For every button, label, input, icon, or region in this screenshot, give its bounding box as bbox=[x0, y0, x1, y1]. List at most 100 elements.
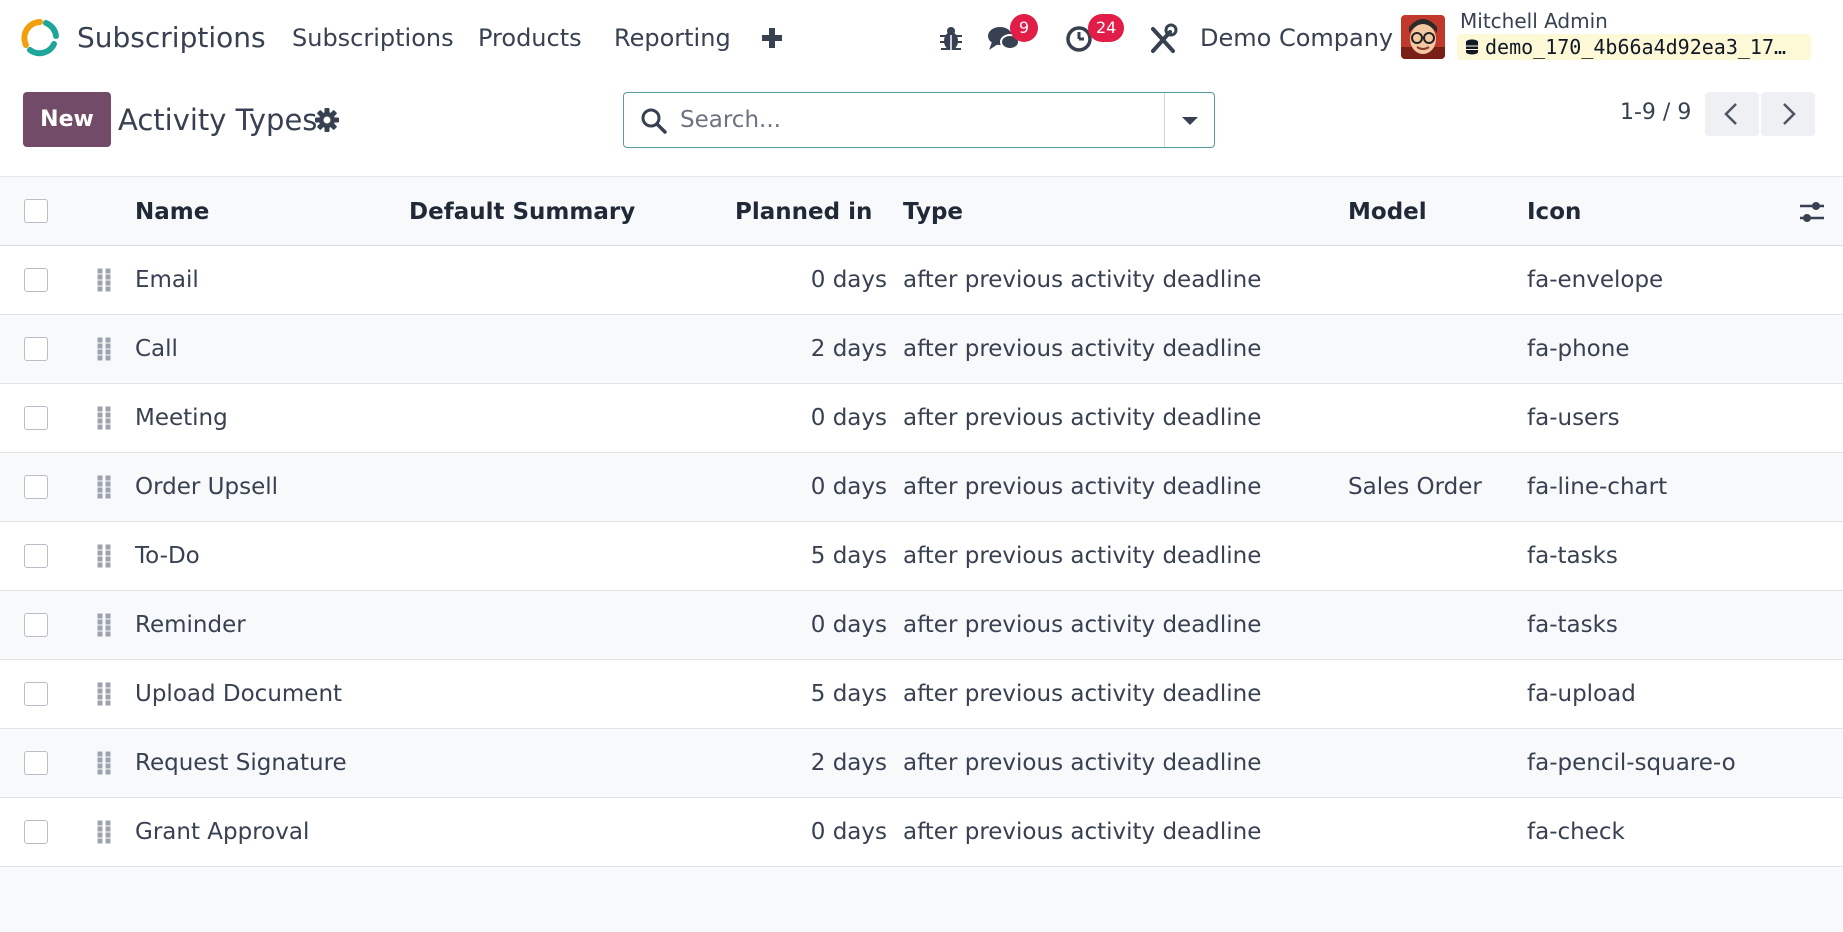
row-checkbox[interactable] bbox=[24, 613, 48, 637]
cell-name: Email bbox=[135, 267, 199, 293]
pager-next-button[interactable] bbox=[1761, 92, 1815, 136]
table-row[interactable]: Order Upsell 0 days after previous activit… bbox=[0, 453, 1843, 522]
cell-planned-in: 2 days bbox=[810, 336, 887, 362]
drag-handle-icon[interactable] bbox=[97, 613, 111, 637]
table-row[interactable]: Grant Approval 0 days after previous activ… bbox=[0, 798, 1843, 867]
new-button[interactable]: New bbox=[23, 92, 111, 147]
row-checkbox[interactable] bbox=[24, 682, 48, 706]
clock-icon[interactable] bbox=[1064, 20, 1096, 56]
top-navbar: Subscriptions Subscriptions Products Rep… bbox=[0, 0, 1843, 76]
row-checkbox[interactable] bbox=[24, 475, 48, 499]
cell-name: Meeting bbox=[135, 405, 228, 431]
cell-type: after previous activity deadline bbox=[903, 612, 1262, 638]
row-checkbox[interactable] bbox=[24, 337, 48, 361]
gear-icon[interactable] bbox=[314, 107, 340, 133]
cell-type: after previous activity deadline bbox=[903, 474, 1262, 500]
cell-name: Upload Document bbox=[135, 681, 343, 707]
column-header-model[interactable]: Model bbox=[1348, 199, 1427, 225]
menu-subscriptions[interactable]: Subscriptions bbox=[292, 24, 454, 52]
activities-badge: 24 bbox=[1088, 14, 1125, 42]
drag-handle-icon[interactable] bbox=[97, 544, 111, 568]
database-pill: demo_170_4b66a4d92ea3_17… bbox=[1457, 34, 1811, 60]
drag-handle-icon[interactable] bbox=[97, 682, 111, 706]
drag-handle-icon[interactable] bbox=[97, 820, 111, 844]
cell-planned-in: 0 days bbox=[810, 474, 887, 500]
cell-planned-in: 5 days bbox=[810, 681, 887, 707]
cell-name: Order Upsell bbox=[135, 474, 279, 500]
database-name: demo_170_4b66a4d92ea3_17… bbox=[1485, 35, 1787, 59]
row-checkbox[interactable] bbox=[24, 751, 48, 775]
cell-planned-in: 0 days bbox=[810, 267, 887, 293]
cell-type: after previous activity deadline bbox=[903, 819, 1262, 845]
cell-name: To-Do bbox=[135, 543, 200, 569]
table-row[interactable]: Reminder 0 days after previous activity de… bbox=[0, 591, 1843, 660]
cell-type: after previous activity deadline bbox=[903, 681, 1262, 707]
cell-name: Reminder bbox=[135, 612, 246, 638]
table-row[interactable]: Request Signature 2 days after previous ac… bbox=[0, 729, 1843, 798]
drag-handle-icon[interactable] bbox=[97, 751, 111, 775]
cell-planned-in: 0 days bbox=[810, 405, 887, 431]
menu-reporting[interactable]: Reporting bbox=[614, 24, 731, 52]
row-checkbox[interactable] bbox=[24, 820, 48, 844]
cell-planned-in: 0 days bbox=[810, 819, 887, 845]
column-header-summary[interactable]: Default Summary bbox=[409, 199, 636, 225]
page-title: Activity Types bbox=[118, 103, 318, 137]
app-name[interactable]: Subscriptions bbox=[77, 21, 266, 54]
user-name[interactable]: Mitchell Admin bbox=[1460, 9, 1608, 33]
cell-name: Request Signature bbox=[135, 750, 347, 776]
app-logo-icon[interactable] bbox=[20, 18, 60, 58]
cell-icon: fa-upload bbox=[1527, 681, 1636, 707]
plus-icon[interactable] bbox=[758, 20, 786, 56]
column-header-planned[interactable]: Planned in bbox=[735, 199, 873, 225]
search-bar bbox=[623, 92, 1215, 148]
cell-type: after previous activity deadline bbox=[903, 750, 1262, 776]
table-header: Name Default Summary Planned in Type Mod… bbox=[0, 176, 1843, 246]
column-header-type[interactable]: Type bbox=[903, 199, 964, 225]
cell-icon: fa-check bbox=[1527, 819, 1625, 845]
table-row[interactable]: Call 2 days after previous activity deadli… bbox=[0, 315, 1843, 384]
column-header-name[interactable]: Name bbox=[135, 199, 210, 225]
cell-icon: fa-phone bbox=[1527, 336, 1630, 362]
cell-type: after previous activity deadline bbox=[903, 267, 1262, 293]
pager-value[interactable]: 1-9 / 9 bbox=[1620, 100, 1692, 125]
row-checkbox[interactable] bbox=[24, 544, 48, 568]
bug-icon[interactable] bbox=[938, 20, 964, 56]
drag-handle-icon[interactable] bbox=[97, 406, 111, 430]
cell-type: after previous activity deadline bbox=[903, 336, 1262, 362]
cell-icon: fa-pencil-square-o bbox=[1527, 750, 1736, 776]
search-input[interactable] bbox=[680, 101, 1180, 139]
table-row[interactable]: Upload Document 5 days after previous acti… bbox=[0, 660, 1843, 729]
column-header-icon[interactable]: Icon bbox=[1527, 199, 1582, 225]
cell-planned-in: 5 days bbox=[810, 543, 887, 569]
cell-model: Sales Order bbox=[1348, 474, 1482, 500]
database-icon bbox=[1466, 39, 1478, 55]
avatar[interactable] bbox=[1401, 15, 1445, 59]
search-options-toggle[interactable] bbox=[1164, 93, 1214, 147]
column-settings-icon[interactable] bbox=[1798, 199, 1826, 225]
cell-planned-in: 2 days bbox=[810, 750, 887, 776]
cell-planned-in: 0 days bbox=[810, 612, 887, 638]
cell-type: after previous activity deadline bbox=[903, 405, 1262, 431]
drag-handle-icon[interactable] bbox=[97, 475, 111, 499]
company-switcher[interactable]: Demo Company bbox=[1200, 24, 1394, 52]
cell-icon: fa-envelope bbox=[1527, 267, 1664, 293]
cell-icon: fa-line-chart bbox=[1527, 474, 1668, 500]
table-row[interactable]: Email 0 days after previous activity deadl… bbox=[0, 246, 1843, 315]
caret-down-icon bbox=[1182, 117, 1198, 125]
tools-icon[interactable] bbox=[1148, 20, 1178, 56]
table-row[interactable]: Meeting 0 days after previous activity dea… bbox=[0, 384, 1843, 453]
row-checkbox[interactable] bbox=[24, 268, 48, 292]
drag-handle-icon[interactable] bbox=[97, 337, 111, 361]
list-view: Name Default Summary Planned in Type Mod… bbox=[0, 176, 1843, 932]
drag-handle-icon[interactable] bbox=[97, 268, 111, 292]
cell-icon: fa-tasks bbox=[1527, 543, 1618, 569]
cell-name: Grant Approval bbox=[135, 819, 310, 845]
menu-products[interactable]: Products bbox=[478, 24, 582, 52]
search-icon bbox=[641, 108, 667, 134]
pager-previous-button[interactable] bbox=[1705, 92, 1759, 136]
select-all-checkbox[interactable] bbox=[24, 199, 48, 223]
table-row[interactable]: To-Do 5 days after previous activity deadl… bbox=[0, 522, 1843, 591]
cell-icon: fa-users bbox=[1527, 405, 1620, 431]
row-checkbox[interactable] bbox=[24, 406, 48, 430]
cell-icon: fa-tasks bbox=[1527, 612, 1618, 638]
